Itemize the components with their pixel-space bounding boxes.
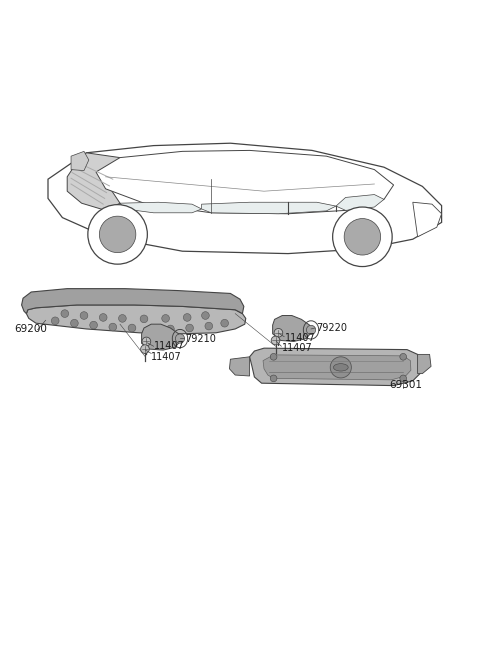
- Text: 69200: 69200: [14, 324, 47, 334]
- Polygon shape: [26, 305, 246, 334]
- Polygon shape: [273, 316, 311, 341]
- Circle shape: [333, 207, 392, 266]
- Circle shape: [99, 216, 136, 253]
- Circle shape: [400, 375, 407, 382]
- Circle shape: [221, 319, 228, 327]
- Circle shape: [274, 329, 283, 337]
- Polygon shape: [336, 195, 384, 211]
- Circle shape: [99, 314, 107, 321]
- Circle shape: [61, 310, 69, 318]
- Polygon shape: [96, 150, 394, 214]
- Circle shape: [344, 218, 381, 255]
- Circle shape: [71, 319, 78, 327]
- Polygon shape: [229, 357, 250, 376]
- Circle shape: [128, 324, 136, 332]
- Circle shape: [271, 336, 280, 345]
- Text: 79220: 79220: [316, 323, 347, 333]
- Circle shape: [186, 324, 193, 332]
- Circle shape: [330, 357, 351, 378]
- Ellipse shape: [334, 363, 348, 371]
- Polygon shape: [418, 354, 431, 374]
- Circle shape: [109, 323, 117, 331]
- Text: 11407: 11407: [282, 343, 313, 353]
- Circle shape: [88, 205, 147, 264]
- Circle shape: [119, 315, 126, 322]
- Polygon shape: [48, 143, 442, 254]
- Polygon shape: [67, 153, 120, 211]
- Polygon shape: [71, 152, 89, 171]
- Circle shape: [400, 354, 407, 360]
- Circle shape: [202, 312, 209, 319]
- Text: 11407: 11407: [151, 352, 182, 362]
- Polygon shape: [22, 289, 244, 314]
- Circle shape: [205, 322, 213, 330]
- Circle shape: [141, 345, 149, 354]
- Circle shape: [175, 334, 185, 343]
- Polygon shape: [202, 202, 336, 214]
- Circle shape: [140, 315, 148, 323]
- Circle shape: [51, 317, 59, 325]
- Circle shape: [306, 325, 316, 335]
- Circle shape: [162, 315, 169, 322]
- Text: 11407: 11407: [154, 341, 184, 351]
- Circle shape: [142, 337, 151, 346]
- Polygon shape: [120, 202, 202, 213]
- Circle shape: [270, 354, 277, 360]
- Circle shape: [80, 312, 88, 319]
- Text: 79210: 79210: [185, 333, 216, 344]
- Circle shape: [147, 325, 155, 333]
- Text: 11407: 11407: [285, 333, 316, 342]
- Text: 69301: 69301: [389, 380, 422, 390]
- Circle shape: [90, 321, 97, 329]
- Polygon shape: [413, 202, 442, 237]
- Polygon shape: [263, 355, 411, 380]
- Circle shape: [167, 325, 174, 333]
- Polygon shape: [142, 324, 180, 350]
- Polygon shape: [250, 348, 421, 386]
- Circle shape: [270, 375, 277, 382]
- Circle shape: [183, 314, 191, 321]
